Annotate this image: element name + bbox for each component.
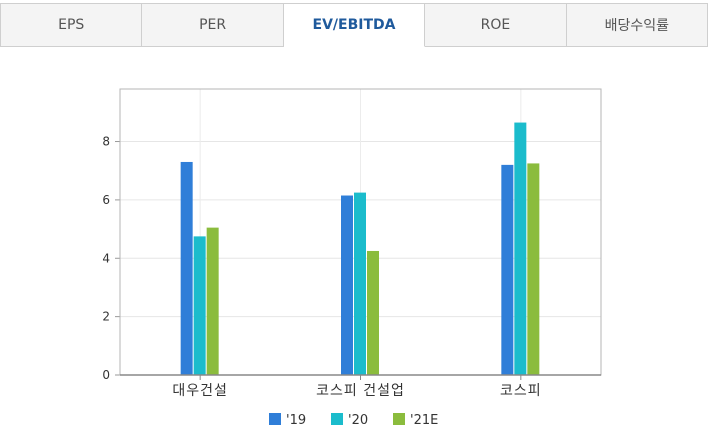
x-category-label: 대우건설 — [172, 383, 228, 399]
x-category-label: 코스피 — [500, 383, 542, 399]
legend-label: '19 — [286, 413, 306, 428]
y-tick-label: 8 — [102, 135, 110, 149]
bar — [354, 192, 366, 375]
bar — [514, 122, 527, 376]
legend-swatch — [393, 413, 405, 425]
legend-label: '20 — [348, 413, 368, 428]
legend-swatch — [269, 413, 281, 425]
legend-label: '21E — [410, 413, 438, 428]
y-tick-label: 4 — [102, 251, 110, 265]
bar — [367, 250, 379, 375]
y-tick-label: 2 — [102, 310, 110, 324]
bar — [180, 161, 193, 375]
y-tick-label: 6 — [102, 193, 110, 207]
tab-dividend-yield[interactable]: 배당수익률 — [604, 18, 670, 34]
bar — [341, 195, 353, 375]
bar — [193, 236, 206, 375]
tab-ev-ebitda[interactable]: EV/EBITDA — [283, 4, 426, 47]
y-tick-label: 0 — [102, 368, 110, 382]
tab-roe[interactable]: ROE — [425, 4, 567, 46]
bar — [206, 227, 219, 375]
x-category-label: 코스피 건설업 — [316, 383, 405, 399]
tab-eps[interactable]: EPS — [1, 4, 143, 46]
bar — [527, 163, 540, 375]
legend-swatch — [331, 413, 343, 425]
bar — [501, 164, 514, 375]
tab-per[interactable]: PER — [142, 4, 284, 46]
metric-tabs: EPS PER EV/EBITDA ROE 배당수익률 — [0, 3, 708, 47]
